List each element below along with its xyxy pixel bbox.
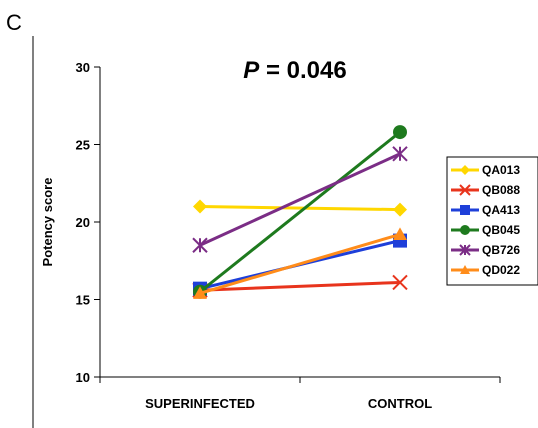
panel-label: C <box>6 10 22 35</box>
circle-marker <box>393 125 407 140</box>
triangle-marker <box>193 286 207 299</box>
square-marker <box>460 205 470 215</box>
legend-label: QB045 <box>482 223 520 237</box>
x-category-label: SUPERINFECTED <box>145 396 255 411</box>
series-layer <box>192 125 408 299</box>
y-tick-label: 20 <box>76 215 90 230</box>
legend-label: QD022 <box>482 263 520 277</box>
series-line <box>199 232 401 295</box>
y-axis-label: Potency score <box>40 178 55 267</box>
legend-item-qd022: QD022 <box>451 263 520 277</box>
legend-label: QA013 <box>482 163 520 177</box>
series-qd022 <box>193 227 407 299</box>
legend-item-qb045: QB045 <box>451 223 520 237</box>
x-category-label: CONTROL <box>368 396 432 411</box>
asterisk-marker <box>459 244 471 256</box>
legend-item-qa013: QA013 <box>451 163 520 177</box>
legend-item-qb088: QB088 <box>451 183 520 197</box>
title-rest: = 0.046 <box>259 57 346 84</box>
series-line <box>199 280 401 292</box>
y-tick-label: 25 <box>76 138 90 153</box>
diamond-marker <box>393 202 407 217</box>
legend-item-qa413: QA413 <box>451 203 520 217</box>
series-qa013 <box>193 199 407 217</box>
axes: 10 15 20 25 30 SUPERINFECTED CONTROL <box>76 60 501 411</box>
asterisk-marker <box>192 237 208 253</box>
legend-item-qb726: QB726 <box>451 243 520 257</box>
legend-label: QB088 <box>482 183 520 197</box>
legend: QA013 QB088 QA413 QB045 QB726 QD022 <box>446 156 538 286</box>
y-tick-label: 10 <box>76 370 90 385</box>
series-qb726 <box>192 146 408 253</box>
series-line <box>199 152 401 247</box>
y-tick-label: 30 <box>76 60 90 75</box>
series-line <box>199 130 401 293</box>
triangle-marker <box>393 227 407 240</box>
circle-marker <box>460 225 470 235</box>
diamond-marker <box>460 165 470 175</box>
legend-label: QB726 <box>482 243 520 257</box>
asterisk-marker <box>392 146 408 162</box>
triangle-marker <box>460 265 470 274</box>
y-tick-label: 15 <box>76 293 90 308</box>
series-qb045 <box>193 125 407 299</box>
legend-label: QA413 <box>482 203 520 217</box>
diamond-marker <box>193 199 207 214</box>
x-marker <box>392 274 408 291</box>
series-line <box>199 205 401 212</box>
legend-box <box>446 156 538 286</box>
title-p: P <box>243 57 260 84</box>
chart-title: P = 0.046 <box>243 57 346 84</box>
x-marker <box>459 184 471 196</box>
